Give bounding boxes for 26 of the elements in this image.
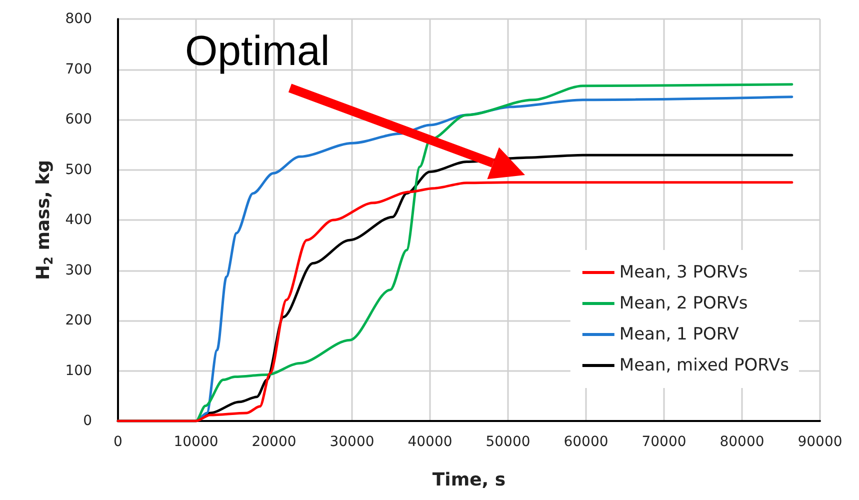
x-tick-label: 80000 (720, 434, 764, 450)
y-tick-label: 800 (65, 11, 92, 27)
x-tick-label: 10000 (174, 434, 218, 450)
y-tick-label: 200 (65, 312, 92, 328)
y-tick-label: 600 (65, 112, 92, 128)
x-tick-label: 90000 (798, 434, 842, 450)
x-tick-label: 50000 (486, 434, 530, 450)
x-tick-label: 30000 (330, 434, 374, 450)
y-tick-label: 700 (65, 61, 92, 78)
x-axis-title: Time, s (432, 470, 506, 490)
x-tick-label: 0 (114, 434, 122, 450)
x-tick-label: 40000 (408, 434, 452, 450)
y-tick-label: 400 (65, 212, 92, 228)
y-tick-label: 100 (65, 362, 92, 379)
legend-label: Mean, 3 PORVs (619, 262, 748, 282)
legend-label: Mean, 2 PORVs (619, 294, 748, 314)
y-tick-label: 0 (83, 413, 92, 429)
legend-label: Mean, 1 PORV (619, 324, 740, 344)
y-tick-label: 500 (65, 162, 92, 178)
legend-label: Mean, mixed PORVs (619, 356, 790, 376)
x-tick-label: 20000 (252, 434, 296, 450)
y-axis-title: H2 mass, kg (32, 160, 56, 280)
y-tick-label: 300 (65, 262, 92, 278)
x-tick-label: 60000 (564, 434, 608, 450)
x-tick-label: 70000 (642, 434, 686, 450)
annotation: Optimal (185, 27, 330, 74)
